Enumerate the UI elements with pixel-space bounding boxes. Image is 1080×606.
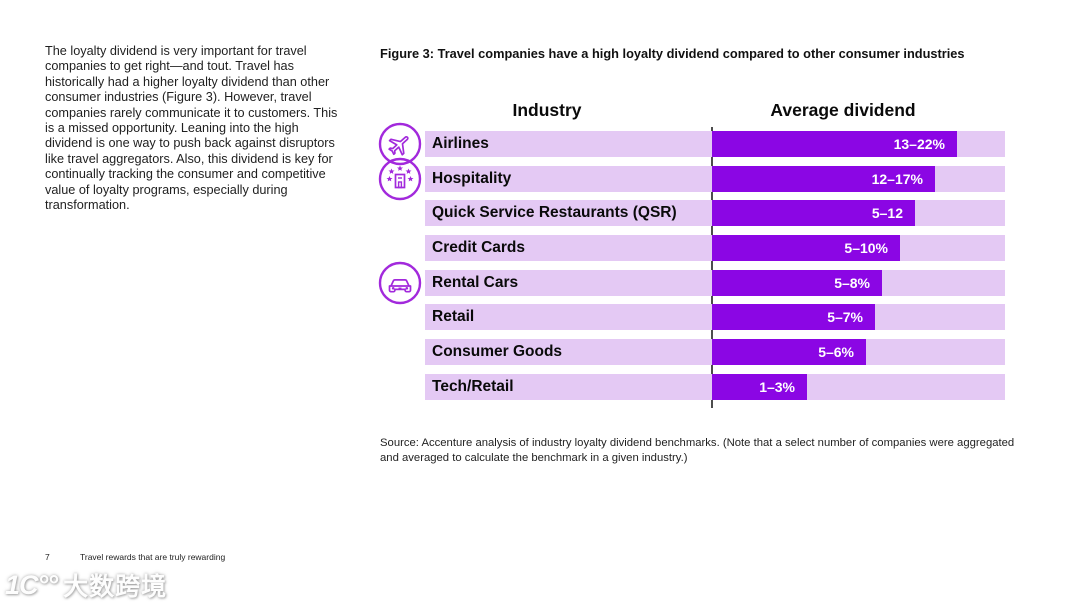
dividend-value: 12–17%: [871, 171, 923, 187]
table-row: Hospitality 12–17%: [425, 166, 1005, 192]
dividend-value: 1–3%: [759, 379, 795, 395]
chart-axis-divider: [711, 127, 713, 408]
dividend-value: 5–8%: [834, 275, 870, 291]
airplane-icon: [378, 122, 422, 166]
industry-label: Airlines: [432, 135, 489, 152]
footer-running-title: Travel rewards that are truly rewarding: [80, 552, 226, 562]
table-row: Rental Cars 5–8%: [425, 270, 1005, 296]
table-row: Quick Service Restaurants (QSR) 5–12: [425, 200, 1005, 226]
dividend-value: 13–22%: [893, 136, 945, 152]
dividend-bar: 12–17%: [712, 166, 935, 192]
dividend-bar: 1–3%: [712, 374, 807, 400]
column-header-average-dividend: Average dividend: [770, 100, 916, 120]
table-row: Tech/Retail 1–3%: [425, 374, 1005, 400]
dividend-bar: 13–22%: [712, 131, 957, 157]
table-row: Consumer Goods 5–6%: [425, 339, 1005, 365]
table-row: Retail 5–7%: [425, 304, 1005, 330]
industry-label: Retail: [432, 308, 475, 325]
page-number: 7: [45, 552, 50, 562]
table-row: Credit Cards 5–10%: [425, 235, 1005, 261]
watermark: 1C°° 大数跨境: [5, 567, 167, 603]
dividend-value: 5–10%: [844, 240, 888, 256]
dividend-bar: 5–7%: [712, 304, 875, 330]
dividend-bar: 5–12: [712, 200, 915, 226]
dividend-bar: 5–10%: [712, 235, 900, 261]
dividend-value: 5–7%: [827, 309, 863, 325]
column-header-industry: Industry: [512, 100, 582, 120]
table-row: Airlines 13–22%: [425, 131, 1005, 157]
dividend-bar: 5–8%: [712, 270, 882, 296]
dividend-value: 5–6%: [818, 344, 854, 360]
hotel-stars-icon: [378, 157, 422, 201]
car-icon: [378, 261, 422, 305]
dividend-bar: 5–6%: [712, 339, 866, 365]
figure-title: Figure 3: Travel companies have a high l…: [380, 46, 965, 61]
dividend-value: 5–12: [871, 205, 903, 221]
industry-label: Tech/Retail: [432, 378, 514, 395]
watermark-logo-icon: 1C°°: [5, 569, 58, 600]
industry-label: Credit Cards: [432, 239, 526, 256]
industry-label: Quick Service Restaurants (QSR): [432, 204, 677, 221]
industry-label: Consumer Goods: [432, 343, 563, 360]
industry-label: Rental Cars: [432, 274, 519, 291]
source-note: Source: Accenture analysis of industry l…: [380, 437, 1015, 464]
watermark-text: 大数跨境: [63, 573, 168, 601]
body-paragraph: The loyalty dividend is very important f…: [45, 44, 338, 213]
industry-label: Hospitality: [432, 170, 512, 187]
